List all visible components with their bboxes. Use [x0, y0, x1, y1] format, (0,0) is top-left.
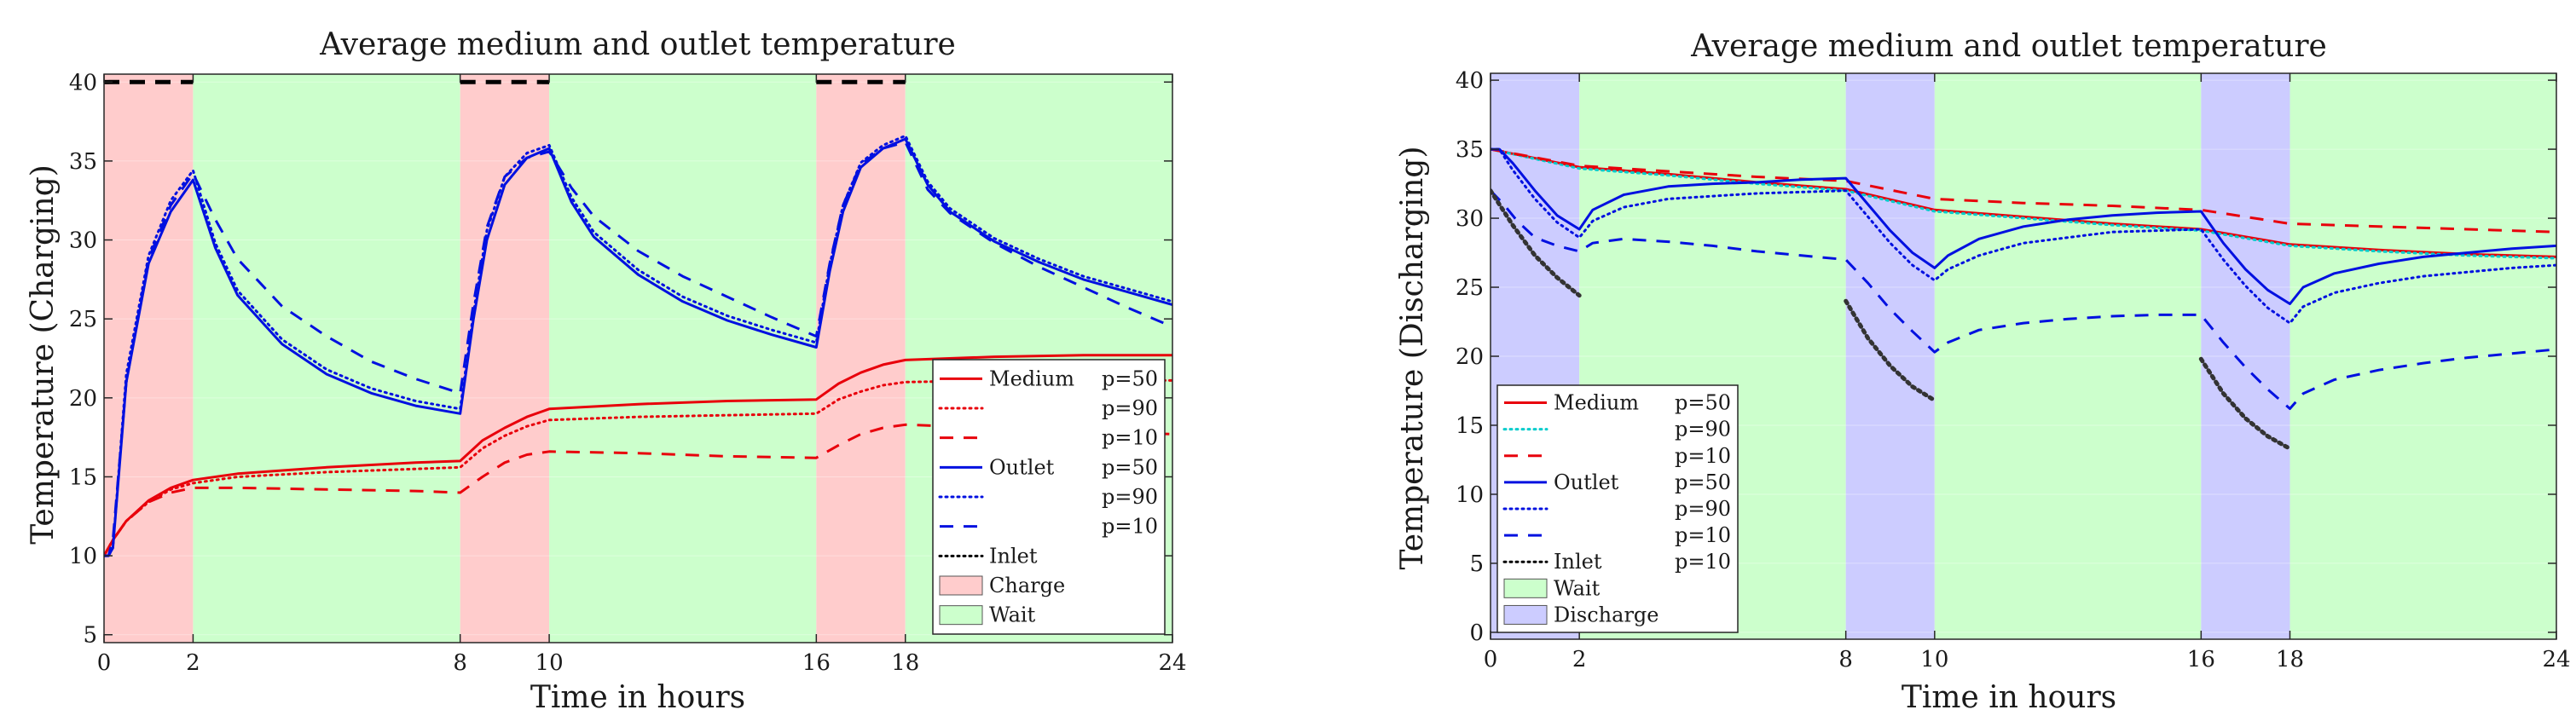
y-axis-label: Temperature (Charging)	[26, 164, 61, 545]
legend-label: Inlet	[1554, 550, 1602, 574]
y-tick-label: 10	[69, 544, 97, 569]
legend-label: Medium	[989, 366, 1074, 390]
series-line-inlet-p-10-seg0	[1491, 188, 1582, 298]
y-tick-label: 40	[69, 70, 97, 95]
legend-label: Inlet	[989, 544, 1038, 568]
legend-swatch-wait	[1503, 578, 1548, 598]
y-tick-label: 25	[1456, 275, 1484, 301]
x-tick-label: 0	[1484, 647, 1498, 672]
series-line-outlet-p-50	[1491, 147, 2556, 305]
legend-param: p=50	[1675, 470, 1731, 494]
y-tick-label: 0	[1469, 620, 1484, 646]
chart-discharging: 0 5 10 15 20 25 30 35 40 0 2 8 10 16 18 24 Medium p=50 p=9…	[1395, 29, 2571, 715]
x-tick-label: 8	[453, 650, 467, 676]
plot-area: 5 10 15 20 25 30 35 40 0 2 8 10 16 18 24 Medium p=50 p=90…	[69, 70, 1187, 676]
legend-param: p=50	[1102, 366, 1158, 390]
x-tick-label: 10	[1920, 647, 1948, 672]
series-group	[1491, 147, 2556, 451]
legend-param: p=10	[1675, 550, 1731, 574]
x-tick-label: 24	[2542, 647, 2570, 672]
legend-label: Charge	[989, 574, 1065, 597]
legend-label: Outlet	[989, 455, 1055, 479]
y-tick-label: 25	[69, 307, 97, 332]
y-tick-label: 30	[1456, 206, 1484, 232]
y-tick-label: 5	[1469, 551, 1484, 577]
x-tick-label: 18	[2276, 647, 2304, 672]
series-line-inlet-p-10-seg1	[1844, 298, 1937, 403]
legend-param: p=90	[1675, 497, 1731, 521]
phase-band-wait-3	[549, 74, 817, 643]
legend-label: Discharge	[1554, 603, 1658, 626]
y-tick-label: 40	[1456, 68, 1484, 94]
y-tick-label: 30	[69, 228, 97, 254]
legend-param: p=90	[1675, 418, 1731, 441]
series-line-outlet-p-10	[104, 141, 1172, 557]
phase-band-wait-3	[1934, 73, 2202, 639]
x-axis-label: Time in hours	[1902, 680, 2116, 715]
series-line-medium-p-90	[104, 378, 1172, 557]
legend-param: p=10	[1102, 515, 1158, 539]
x-tick-label: 2	[186, 650, 200, 676]
y-axis-label: Temperature (Discharging)	[1395, 146, 1430, 569]
phase-band-discharge-2	[1845, 73, 1935, 639]
series-line-outlet-p-50	[104, 137, 1172, 557]
legend-swatch-charge	[939, 575, 983, 596]
y-tick-label: 5	[83, 623, 97, 649]
y-tick-label: 35	[69, 149, 97, 175]
series-line-medium-p-10	[1491, 147, 2556, 234]
x-tick-label: 16	[2187, 647, 2215, 672]
axes-box	[103, 73, 1173, 643]
series-line-medium-p-90	[1491, 147, 2556, 260]
legend-label: Outlet	[1554, 470, 1619, 494]
x-tick-label: 10	[535, 650, 564, 676]
x-axis-label: Time in hours	[530, 680, 745, 715]
legend-label: Wait	[989, 603, 1036, 627]
chart-title: Average medium and outlet temperature	[1690, 29, 2327, 64]
chart-title: Average medium and outlet temperature	[319, 27, 956, 62]
y-tick-label: 10	[1456, 482, 1484, 508]
legend-param: p=90	[1102, 396, 1158, 420]
chart-charging: 5 10 15 20 25 30 35 40 0 2 8 10 16 18 24 Medium p=50 p=90…	[26, 27, 1187, 715]
phase-band-charge-2	[460, 74, 550, 643]
series-line-inlet-p-10-seg2	[2198, 356, 2292, 451]
x-tick-label: 16	[802, 650, 831, 676]
plot-area: 0 5 10 15 20 25 30 35 40 0 2 8 10 16 18 24 Medium p=50 p=9…	[1456, 68, 2571, 672]
series-line-medium-p-50	[1491, 147, 2556, 258]
x-tick-label: 24	[1158, 650, 1186, 676]
legend-param: p=50	[1102, 455, 1158, 479]
legend-param: p=10	[1675, 523, 1731, 547]
legend-param: p=50	[1675, 391, 1731, 415]
phase-band-charge-4	[816, 74, 906, 643]
y-tick-label: 20	[69, 386, 97, 412]
legend-swatch-wait	[939, 605, 983, 626]
series-line-medium-p-50	[104, 354, 1172, 557]
series-line-outlet-p-10	[1491, 189, 2556, 410]
legend: Medium p=50 p=90 p=10 Outlet p=50 p=90 p=10 Inle…	[932, 359, 1166, 635]
phase-band-discharge-4	[2201, 73, 2290, 639]
x-tick-label: 8	[1838, 647, 1853, 672]
series-line-outlet-p-90	[1491, 147, 2556, 325]
legend-label: Medium	[1554, 391, 1639, 415]
legend-param: p=10	[1102, 426, 1158, 450]
phase-band-wait-1	[193, 74, 460, 643]
legend-swatch-discharge	[1503, 604, 1548, 625]
legend-label: Wait	[1554, 576, 1601, 600]
x-tick-label: 0	[97, 650, 112, 676]
series-group	[104, 79, 1172, 557]
phase-band-charge-0	[104, 74, 194, 643]
x-tick-label: 18	[891, 650, 919, 676]
y-tick-label: 35	[1456, 137, 1484, 163]
phase-band-wait-5	[2289, 73, 2556, 639]
y-tick-label: 20	[1456, 344, 1484, 370]
legend-param: p=90	[1102, 485, 1158, 509]
x-tick-label: 2	[1572, 647, 1587, 672]
y-tick-label: 15	[1456, 413, 1484, 439]
legend-param: p=10	[1675, 444, 1731, 468]
y-tick-label: 15	[69, 464, 97, 490]
